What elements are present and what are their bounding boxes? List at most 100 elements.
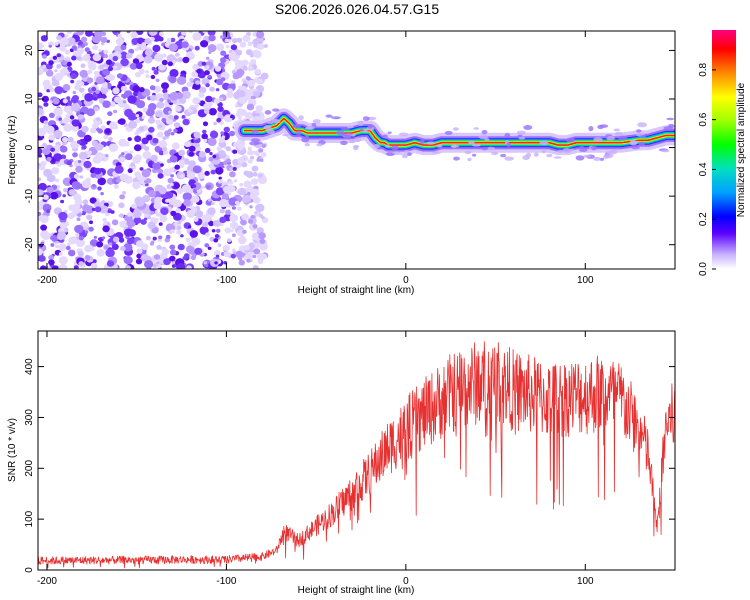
- ridge-halo: [295, 130, 302, 136]
- noise-blob: [259, 158, 264, 162]
- noise-blob: [189, 230, 198, 238]
- noise-blob: [237, 90, 246, 98]
- noise-blob: [66, 61, 72, 67]
- noise-blob: [156, 101, 165, 109]
- noise-blob: [150, 154, 158, 162]
- noise-blob: [209, 130, 219, 139]
- snr-panel: -200 -100 0 100 0 100 200 300 400 Height of stra…: [7, 330, 676, 596]
- ridge-halo: [266, 129, 275, 134]
- noise-blob: [106, 177, 115, 185]
- noise-blob: [55, 178, 60, 183]
- noise-blob: [46, 89, 50, 93]
- noise-blob: [50, 243, 55, 247]
- noise-blob: [218, 176, 222, 180]
- noise-blob: [38, 147, 43, 155]
- ridge-halo: [541, 148, 546, 154]
- noise-blob: [66, 96, 71, 101]
- noise-blob: [112, 55, 119, 62]
- noise-blob: [76, 47, 85, 55]
- noise-blob: [145, 235, 151, 241]
- noise-blob: [84, 47, 90, 53]
- noise-blob: [192, 184, 197, 188]
- noise-blob: [139, 167, 144, 171]
- ridge-halo: [525, 152, 532, 158]
- ridge-halo: [613, 128, 620, 132]
- noise-blob: [160, 207, 169, 215]
- noise-blob: [253, 232, 259, 238]
- noise-blob: [241, 194, 252, 204]
- noise-blob: [69, 115, 75, 120]
- noise-blob: [153, 254, 161, 260]
- noise-blob: [126, 237, 135, 245]
- noise-blob: [205, 95, 213, 103]
- noise-blob: [207, 44, 217, 53]
- noise-blob: [208, 163, 214, 169]
- noise-blob: [223, 185, 232, 194]
- noise-blob: [104, 128, 111, 134]
- noise-blob: [144, 48, 153, 57]
- noise-blob: [171, 264, 176, 268]
- noise-blob: [167, 61, 173, 67]
- noise-blob: [170, 132, 175, 136]
- noise-blob: [102, 225, 110, 233]
- noise-blob: [171, 142, 180, 150]
- noise-blob: [58, 256, 68, 265]
- ridge-halo: [392, 151, 401, 154]
- noise-blob: [89, 127, 97, 134]
- noise-blob: [161, 118, 167, 123]
- noise-blob: [141, 115, 146, 120]
- noise-blob: [229, 167, 233, 171]
- noise-blob: [103, 54, 109, 59]
- ridge-halo: [478, 134, 488, 140]
- noise-blob: [157, 173, 164, 179]
- noise-blob: [119, 51, 128, 59]
- noise-blob: [137, 175, 143, 181]
- noise-blob: [240, 219, 247, 226]
- noise-blob: [208, 108, 217, 116]
- ridge-halo: [426, 141, 435, 145]
- noise-blob: [52, 97, 60, 105]
- colorbar-label: Normalized spectral amplitude: [736, 82, 747, 217]
- noise-blob: [233, 58, 239, 63]
- noise-blob: [258, 78, 264, 84]
- ridge-halo: [539, 140, 549, 146]
- noise-blob: [161, 59, 168, 66]
- noise-blob: [189, 77, 194, 82]
- noise-blob: [127, 95, 137, 104]
- ridge-halo: [306, 126, 315, 130]
- noise-blob: [54, 72, 64, 81]
- noise-blob: [180, 234, 184, 238]
- noise-blob: [183, 199, 191, 207]
- noise-blob: [217, 243, 222, 247]
- noise-blob: [142, 195, 151, 203]
- noise-blob: [158, 150, 165, 156]
- noise-blob: [188, 242, 192, 246]
- noise-blob: [108, 137, 113, 142]
- noise-blob: [106, 260, 115, 267]
- noise-blob: [153, 202, 162, 210]
- noise-blob: [235, 250, 244, 258]
- noise-blob: [79, 87, 85, 93]
- noise-blob: [231, 233, 236, 237]
- ridge-halo: [617, 135, 628, 141]
- noise-blob: [111, 219, 119, 226]
- noise-blob: [219, 208, 225, 214]
- noise-blob: [48, 259, 55, 266]
- noise-blob: [168, 114, 174, 120]
- noise-blob: [74, 265, 79, 269]
- noise-blob: [109, 101, 116, 107]
- noise-blob: [144, 213, 149, 218]
- noise-blob: [134, 154, 142, 161]
- noise-blob: [126, 52, 133, 59]
- ridge-halo: [373, 144, 380, 149]
- noise-blob: [100, 192, 104, 196]
- noise-blob: [157, 238, 162, 242]
- noise-blob: [46, 174, 56, 183]
- noise-blob: [135, 258, 143, 265]
- noise-blob: [63, 188, 68, 193]
- noise-blob: [158, 187, 167, 195]
- noise-blob: [227, 39, 232, 43]
- noise-blob: [256, 43, 265, 50]
- noise-blob: [246, 258, 251, 263]
